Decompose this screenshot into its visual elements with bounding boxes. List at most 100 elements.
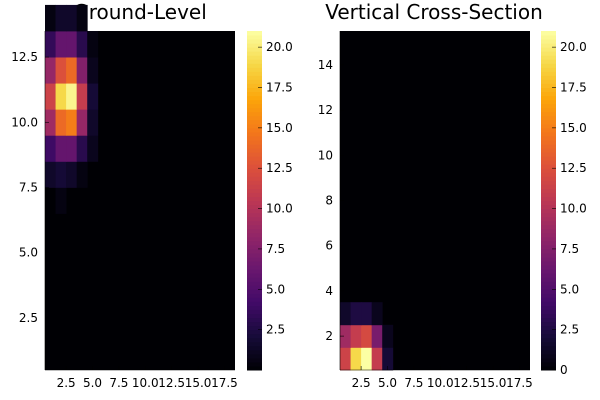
vertical-cross-section-colorbar-segment <box>541 55 556 60</box>
ground-level-colorbar-segment <box>247 212 262 218</box>
vertical-cross-section-cell <box>382 324 394 348</box>
ground-level-cell <box>66 57 78 84</box>
ground-level-colorbar-tick-label: 15.0 <box>266 121 293 135</box>
ground-level-title: Ground-Level <box>73 0 207 24</box>
ground-level-colorbar-segment <box>247 361 262 367</box>
vertical-cross-section-colorbar-segment <box>541 357 556 363</box>
ground-level-colorbar-segment <box>247 135 262 141</box>
vertical-cross-section-colorbar-segment <box>541 123 556 129</box>
ground-level-colorbar-segment <box>247 35 262 40</box>
vertical-cross-section-colorbar-segment <box>541 305 556 310</box>
ground-level-cell <box>45 57 56 84</box>
ground-level-colorbar-tick-label: 10.0 <box>266 202 293 216</box>
vertical-cross-section-colorbar-segment <box>541 95 556 101</box>
ground-level-colorbar-segment <box>247 164 262 169</box>
ground-level-colorbar-segment <box>247 103 262 109</box>
ground-level-colorbar-segment <box>247 273 262 278</box>
vertical-cross-section-colorbar-segment <box>541 43 556 48</box>
vertical-cross-section-colorbar-segment <box>541 301 556 306</box>
vertical-cross-section-colorbar-segment <box>541 91 556 97</box>
ground-level-colorbar-segment <box>247 220 262 226</box>
vertical-cross-section-colorbar-segment <box>541 71 556 76</box>
vertical-cross-section-colorbar-segment <box>541 309 556 314</box>
ground-level-heatmap <box>45 4 99 214</box>
vertical-cross-section-colorbar-tick-label: 20.0 <box>560 40 587 54</box>
ground-level-colorbar-tick-label: 17.5 <box>266 81 293 95</box>
vertical-cross-section-colorbar-tick-label: 17.5 <box>560 81 587 95</box>
ground-level-cell <box>76 83 88 110</box>
ground-level-colorbar-segment <box>247 95 262 101</box>
vertical-cross-section-colorbar-segment <box>541 168 556 173</box>
ground-level-colorbar-segment <box>247 47 262 52</box>
ground-level-colorbar-segment <box>247 313 262 319</box>
ground-level-cell <box>55 161 67 188</box>
vertical-cross-section-colorbar-segment <box>541 176 556 181</box>
ground-level-colorbar-segment <box>247 188 262 193</box>
vertical-cross-section-colorbar-segment <box>541 220 556 226</box>
vertical-cross-section-x-ticks: 2.5 5.0 7.5 10.0 12.5 15.0 17.5 <box>352 366 533 390</box>
vertical-cross-section-colorbar-segment <box>541 265 556 270</box>
vertical-cross-section-cell <box>361 302 373 326</box>
vertical-cross-section-colorbar-segment <box>541 349 556 355</box>
vertical-cross-section-colorbar-segment <box>541 353 556 359</box>
vertical-cross-section-colorbar-segment <box>541 345 556 351</box>
ground-level-colorbar-segment <box>247 99 262 105</box>
vertical-cross-section-colorbar-segment <box>541 35 556 40</box>
vertical-cross-section-cell <box>371 347 383 371</box>
ground-level-colorbar-segment <box>247 277 262 282</box>
ground-level-x-tick-label: 5.0 <box>83 376 102 390</box>
vertical-cross-section-colorbar-segment <box>541 361 556 367</box>
vertical-cross-section-colorbar-segment <box>541 321 556 327</box>
ground-level-colorbar-tick-label: 7.5 <box>266 242 285 256</box>
ground-level-cell <box>76 31 88 58</box>
ground-level-colorbar-segment <box>247 31 262 36</box>
vertical-cross-section-x-tick-label: 7.5 <box>404 376 423 390</box>
ground-level-cell <box>45 83 56 110</box>
ground-level-colorbar-segment <box>247 71 262 76</box>
vertical-cross-section-cell <box>361 324 373 348</box>
panel-vertical-cross-section: Vertical Cross-Section 2.5 5.0 7.5 10.0 12.5… <box>318 0 587 390</box>
vertical-cross-section-cell <box>382 347 394 371</box>
ground-level-y-tick-label: 7.5 <box>19 180 38 194</box>
ground-level-colorbar-segment <box>247 200 262 206</box>
ground-level-colorbar-segment <box>247 329 262 335</box>
vertical-cross-section-colorbar-segment <box>541 313 556 319</box>
vertical-cross-section-colorbar-segment <box>541 75 556 80</box>
vertical-cross-section-colorbar-segment <box>541 317 556 323</box>
ground-level-colorbar-segment <box>247 180 262 185</box>
vertical-cross-section-colorbar-tick-label: 0 <box>560 363 568 377</box>
ground-level-cell <box>55 187 67 214</box>
ground-level-colorbar-tick-label: 2.5 <box>266 323 285 337</box>
ground-level-colorbar-segment <box>247 204 262 210</box>
ground-level-x-tick-label: 15.0 <box>185 376 212 390</box>
ground-level-colorbar-segment <box>247 87 262 93</box>
ground-level-cell <box>66 83 78 110</box>
ground-level-colorbar-segment <box>247 43 262 48</box>
vertical-cross-section-colorbar-segment <box>541 83 556 88</box>
ground-level-colorbar-segment <box>247 325 262 331</box>
ground-level-colorbar-segment <box>247 67 262 72</box>
ground-level-colorbar-segment <box>247 148 262 153</box>
ground-level-colorbar-segment <box>247 123 262 129</box>
vertical-cross-section-colorbar-segment <box>541 107 556 113</box>
vertical-cross-section-colorbar-segment <box>541 261 556 266</box>
vertical-cross-section-cell <box>371 324 383 348</box>
vertical-cross-section-colorbar-segment <box>541 333 556 339</box>
ground-level-colorbar-segment <box>247 176 262 181</box>
ground-level-colorbar-segment <box>247 228 262 234</box>
ground-level-colorbar-segment <box>247 63 262 68</box>
vertical-cross-section-colorbar-segment <box>541 244 556 250</box>
ground-level-y-tick-label: 10.0 <box>11 115 38 129</box>
ground-level-colorbar-segment <box>247 252 262 258</box>
ground-level-colorbar-segment <box>247 265 262 270</box>
ground-level-colorbar-segment <box>247 208 262 214</box>
vertical-cross-section-colorbar-segment <box>541 164 556 169</box>
ground-level-colorbar-segment <box>247 349 262 355</box>
ground-level-colorbar-segment <box>247 111 262 117</box>
vertical-cross-section-colorbar-segment <box>541 329 556 335</box>
vertical-cross-section-colorbar-segment <box>541 51 556 56</box>
vertical-cross-section-colorbar-segment <box>541 192 556 197</box>
ground-level-colorbar-segment <box>247 353 262 359</box>
vertical-cross-section-y-tick-label: 6 <box>325 239 333 253</box>
